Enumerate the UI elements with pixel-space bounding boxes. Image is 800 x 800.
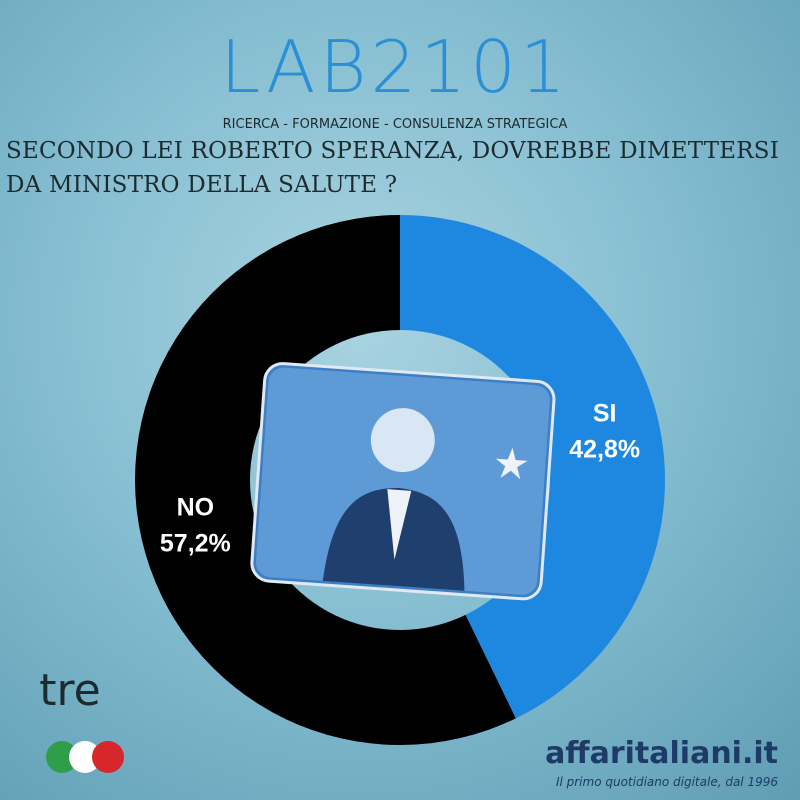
badge-logo: tre [39,665,100,716]
slice-label: SI [593,400,617,428]
value-label: 57,2% [160,530,231,558]
flag-dot [69,741,101,773]
slice [400,215,665,719]
slice [134,215,516,745]
value-label: 42,8% [569,436,640,464]
publisher-logo: affaritaliani.it [545,736,778,771]
flag-dot [92,741,124,773]
slice-label: NO [177,494,215,522]
chart-title: SECONDO LEI ROBERTO SPERANZA, DOVREBBE D… [6,138,780,198]
donut: SI 42,8% NO 57,2% [134,215,665,745]
photo [250,362,556,601]
publisher-tagline: Il primo quotidiano digitale, dal 1996 [556,775,778,789]
flag-dot [46,741,78,773]
brand-logo: LAB2101 [220,25,569,109]
brand-tagline: RICERCA - FORMAZIONE - CONSULENZA STRATE… [223,117,568,132]
